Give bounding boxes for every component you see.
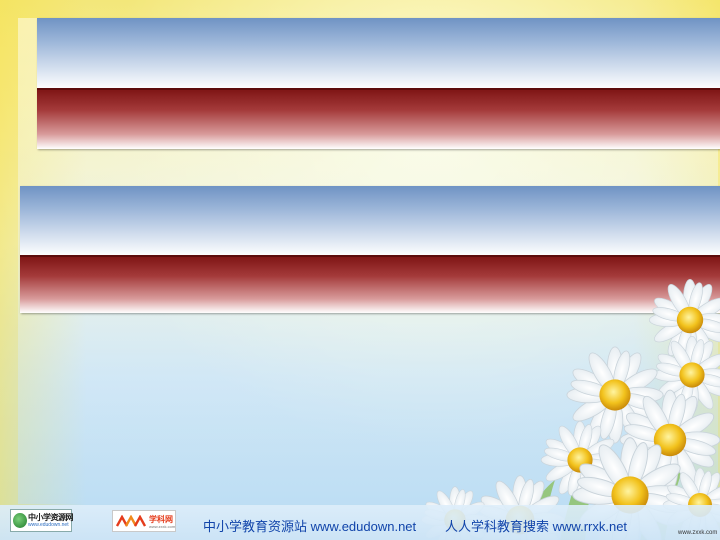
edudown-logo-subtitle: www.edudown.net — [28, 522, 69, 528]
zxxk-logo-subtitle: www.zxxk.com — [149, 524, 176, 529]
rrxk-link-label: 人人学科教育搜索 — [445, 519, 550, 534]
title-band-red-2 — [20, 256, 720, 313]
watermark-text: www.zxxk.com — [678, 530, 718, 536]
title-band-group-1 — [37, 18, 720, 149]
band-divider-1 — [37, 88, 720, 90]
band-divider-2 — [20, 255, 720, 257]
edudown-link-url: www.edudown.net — [310, 519, 417, 534]
rrxk-footer-link[interactable]: 人人学科教育搜索 www.rrxk.net — [445, 516, 627, 535]
title-band-blue-1 — [37, 18, 720, 89]
title-band-red-1 — [37, 89, 720, 149]
globe-icon — [13, 513, 27, 528]
zxxk-logo-icon — [116, 515, 146, 527]
zxxk-logo[interactable]: 学科网 www.zxxk.com — [112, 510, 176, 532]
edudown-footer-link[interactable]: 中小学教育资源站 www.edudown.net — [203, 516, 416, 535]
zxxk-logo-title: 学科网 — [149, 515, 173, 524]
edudown-link-label: 中小学教育资源站 — [203, 519, 308, 534]
title-band-group-2 — [20, 186, 720, 313]
edudown-logo-title: 中小学资源网 — [28, 513, 74, 522]
title-band-blue-2 — [20, 186, 720, 256]
edudown-logo[interactable]: 中小学资源网 www.edudown.net — [10, 509, 74, 532]
rrxk-link-url: www.rrxk.net — [552, 519, 628, 534]
